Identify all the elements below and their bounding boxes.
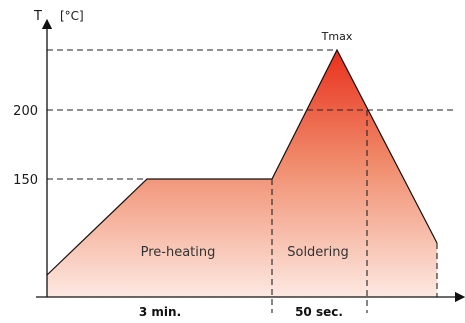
soldering-zone-label: Soldering [287,245,349,260]
temperature-profile-area [47,50,437,297]
y-tick-200: 200 [13,104,38,119]
preheating-duration-label: 3 min. [139,305,181,319]
soldering-duration-label: 50 sec. [295,305,343,319]
y-axis-unit: [°C] [60,9,84,23]
preheating-zone-label: Pre-heating [141,245,216,260]
y-axis-label: T [33,9,42,24]
y-tick-150: 150 [13,173,38,188]
peak-temperature-label: Tmax [321,30,353,43]
